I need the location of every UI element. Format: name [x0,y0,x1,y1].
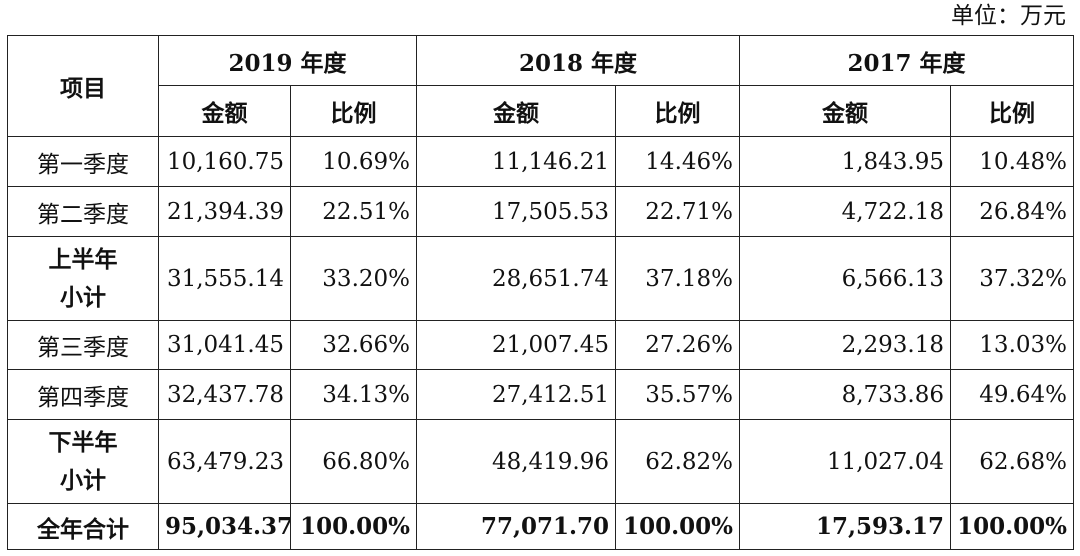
cell-ratio-2019: 33.20% [290,236,417,321]
row-label-line2: 小计 [60,466,106,494]
cell-amount-2019: 10,160.75 [158,136,291,187]
cell-amount-2019: 31,041.45 [158,320,291,370]
cell-ratio-2018: 22.71% [615,186,740,237]
row-label: 全年合计 [7,503,159,550]
cell-ratio-2019: 22.51% [290,186,417,237]
row-label-line1: 下半年 [48,428,118,456]
table-row: 第三季度 31,041.45 32.66% 21,007.45 27.26% 2… [7,320,1074,370]
financial-table: 项目 2019 年度 2018 年度 2017 年度 金额 比例 金额 比例 金… [7,35,1074,550]
ratio-header: 比例 [615,85,740,137]
cell-amount-2018: 28,651.74 [416,236,616,321]
cell-ratio-2019: 34.13% [290,369,417,420]
ratio-header: 比例 [290,85,417,137]
header-row-columns: 金额 比例 金额 比例 金额 比例 [8,85,1074,137]
cell-amount-2018: 17,505.53 [416,186,616,237]
cell-ratio-2018: 14.46% [615,136,740,187]
cell-amount-2018: 48,419.96 [416,419,616,504]
year-header-2017: 2017 年度 [739,35,1074,86]
row-label: 下半年 小计 [7,419,159,504]
cell-amount-2018: 21,007.45 [416,320,616,370]
row-label: 第二季度 [7,186,159,237]
table-row-total: 全年合计 95,034.37 100.00% 77,071.70 100.00%… [7,503,1074,550]
row-label-line2: 小计 [60,283,106,311]
row-label: 第三季度 [7,320,159,370]
cell-amount-2019: 95,034.37 [158,503,291,550]
cell-ratio-2019: 32.66% [290,320,417,370]
table-row: 第四季度 32,437.78 34.13% 27,412.51 35.57% 8… [7,369,1074,420]
cell-ratio-2017: 62.68% [950,419,1074,504]
amount-header: 金额 [158,85,291,137]
cell-amount-2019: 63,479.23 [158,419,291,504]
item-header: 项目 [7,35,159,137]
cell-ratio-2017: 13.03% [950,320,1074,370]
row-label: 上半年 小计 [7,236,159,321]
cell-ratio-2018: 27.26% [615,320,740,370]
table-row: 第二季度 21,394.39 22.51% 17,505.53 22.71% 4… [7,186,1074,237]
cell-amount-2017: 1,843.95 [739,136,951,187]
row-label-line1: 上半年 [48,245,118,273]
cell-ratio-2017: 49.64% [950,369,1074,420]
unit-note: 单位：万元 [951,3,1066,29]
header-row-years: 项目 2019 年度 2018 年度 2017 年度 [7,35,1074,137]
year-header-2019: 2019 年度 [158,35,417,86]
cell-ratio-2018: 37.18% [615,236,740,321]
cell-amount-2018: 27,412.51 [416,369,616,420]
year-header-2018: 2018 年度 [416,35,740,86]
cell-amount-2019: 31,555.14 [158,236,291,321]
table-row-subtotal: 下半年 小计 63,479.23 66.80% 48,419.96 62.82% … [7,419,1074,504]
cell-ratio-2017: 10.48% [950,136,1074,187]
row-label: 第四季度 [7,369,159,420]
cell-amount-2018: 77,071.70 [416,503,616,550]
cell-amount-2017: 4,722.18 [739,186,951,237]
table-row: 第一季度 10,160.75 10.69% 11,146.21 14.46% 1… [7,136,1074,187]
ratio-header: 比例 [950,85,1074,137]
cell-ratio-2017: 26.84% [950,186,1074,237]
cell-ratio-2018: 100.00% [615,503,740,550]
table-row-subtotal: 上半年 小计 31,555.14 33.20% 28,651.74 37.18% … [7,236,1074,321]
cell-ratio-2018: 62.82% [615,419,740,504]
cell-ratio-2019: 10.69% [290,136,417,187]
cell-amount-2017: 6,566.13 [739,236,951,321]
cell-amount-2019: 21,394.39 [158,186,291,237]
cell-ratio-2017: 100.00% [950,503,1074,550]
row-label: 第一季度 [7,136,159,187]
cell-ratio-2019: 100.00% [290,503,417,550]
cell-amount-2017: 8,733.86 [739,369,951,420]
amount-header: 金额 [416,85,616,137]
amount-header: 金额 [739,85,951,137]
cell-ratio-2019: 66.80% [290,419,417,504]
cell-amount-2019: 32,437.78 [158,369,291,420]
cell-amount-2017: 2,293.18 [739,320,951,370]
cell-ratio-2018: 35.57% [615,369,740,420]
cell-amount-2017: 17,593.17 [739,503,951,550]
cell-amount-2018: 11,146.21 [416,136,616,187]
cell-amount-2017: 11,027.04 [739,419,951,504]
cell-ratio-2017: 37.32% [950,236,1074,321]
